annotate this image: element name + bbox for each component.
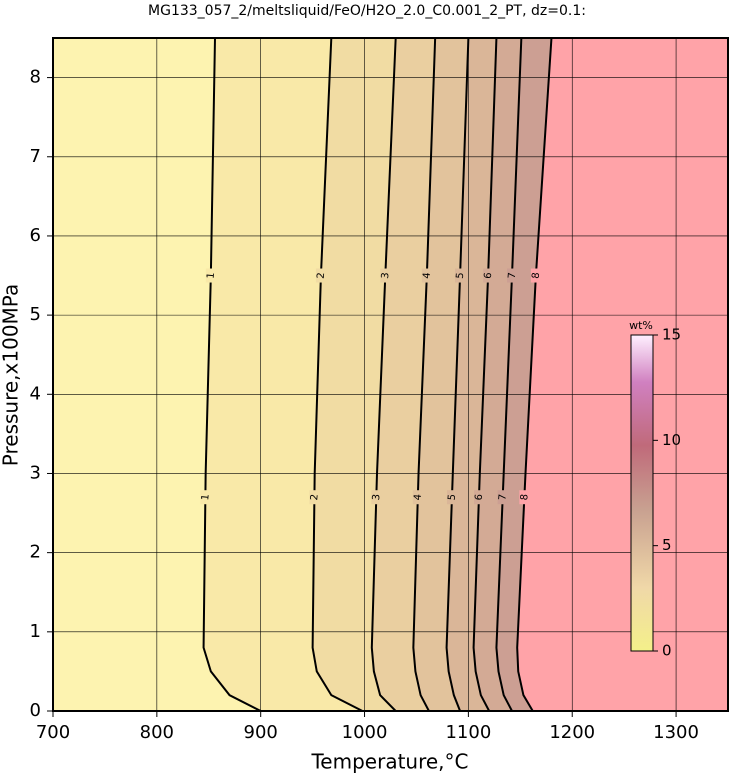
contour-label: 5: [455, 272, 467, 279]
colorbar-tick-label: 15: [662, 326, 681, 344]
contour-label: 2: [316, 272, 328, 279]
contour-label-bg: [446, 490, 457, 505]
chart-title: MG133_057_2/meltsliquid/FeO/H2O_2.0_C0.0…: [148, 3, 586, 19]
colorbar-label: wt%: [629, 319, 653, 332]
contour-label-bg: [412, 490, 423, 505]
colorbar-tick-label: 10: [662, 431, 681, 449]
y-tick-label: 5: [30, 304, 41, 325]
contour-label: 6: [474, 494, 486, 501]
x-axis-label: Temperature,°C: [310, 750, 468, 774]
y-tick-label: 0: [30, 700, 41, 721]
contour-label-bg: [309, 490, 320, 505]
y-tick-label: 7: [30, 146, 41, 167]
plot-frame: [52, 37, 729, 712]
contour-label-bg: [380, 268, 391, 283]
x-tick-label: 1300: [653, 722, 699, 743]
contour-label: 8: [519, 494, 531, 501]
contour-band: [517, 38, 728, 711]
contour-label: 4: [422, 272, 434, 279]
contour-label: 1: [200, 494, 212, 501]
contour-label-bg: [315, 268, 326, 283]
x-tick-label: 800: [140, 722, 174, 743]
x-tick-label: 1200: [549, 722, 595, 743]
x-tick-label: 1000: [342, 722, 388, 743]
contour-label: 7: [497, 494, 509, 501]
contour-label: 4: [413, 494, 425, 501]
colorbar-tick-label: 0: [662, 642, 672, 660]
contour-label: 3: [371, 494, 383, 501]
contour-label: 2: [309, 494, 321, 501]
y-tick-label: 3: [30, 462, 41, 483]
contour-label: 8: [531, 272, 543, 279]
y-tick-label: 2: [30, 542, 41, 563]
contour-label: 5: [447, 494, 459, 501]
y-tick-label: 8: [30, 67, 41, 88]
contour-label-bg: [530, 268, 541, 283]
contour-label-bg: [473, 490, 484, 505]
contour-label-bg: [497, 490, 508, 505]
contour-label-bg: [200, 490, 211, 505]
colorbar: [630, 334, 654, 652]
y-tick-label: 1: [30, 621, 41, 642]
x-tick-label: 1100: [445, 722, 491, 743]
contour-label-bg: [421, 268, 432, 283]
colorbar-tick-label: 5: [662, 536, 672, 554]
contour-label: 3: [380, 272, 392, 279]
contour-label-bg: [371, 490, 382, 505]
contour-label-bg: [507, 268, 517, 283]
y-tick-label: 6: [30, 225, 41, 246]
contour-label-bg: [519, 490, 530, 505]
contour-label-bg: [483, 268, 494, 283]
plot-area: 1 1 2 2 3 3 4 4 5 5 6 6 7 7 8 8: [53, 38, 728, 711]
contour-label: 1: [206, 272, 218, 279]
contour-label-bg: [205, 268, 216, 283]
x-tick-label: 900: [244, 722, 278, 743]
contour-label: 6: [483, 272, 495, 279]
x-tick-label: 700: [36, 722, 70, 743]
contour-label-bg: [455, 268, 466, 283]
y-axis-label: Pressure,x100MPa: [0, 284, 23, 466]
y-tick-label: 4: [30, 383, 41, 404]
contour-label: 7: [507, 272, 519, 279]
